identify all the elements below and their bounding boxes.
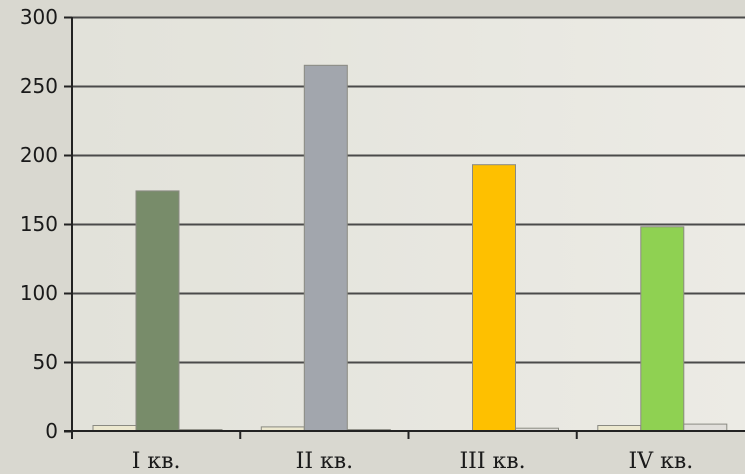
y-tick-label: 250: [20, 74, 58, 98]
x-category-label: IV кв.: [629, 449, 694, 474]
x-category-label: III кв.: [459, 449, 525, 474]
axes: [64, 16, 745, 439]
y-tick-label: 100: [20, 281, 58, 305]
y-tick-label: 300: [20, 5, 58, 29]
x-category-label: I кв.: [132, 449, 181, 474]
bar: [683, 423, 728, 432]
y-tick-label: 0: [45, 419, 58, 443]
y-tick-label: 200: [20, 143, 58, 167]
gridlines: [72, 16, 745, 364]
y-tick-label: 50: [33, 350, 58, 374]
y-tick-label: 150: [20, 212, 58, 236]
bar: [135, 190, 180, 432]
bars: [92, 64, 728, 432]
y-tick-labels: 0 50 100 150 200 250 300: [20, 5, 58, 443]
bar: [472, 164, 516, 432]
x-category-label: II кв.: [296, 449, 354, 474]
bar: [640, 226, 685, 432]
x-tick-labels: I кв. II кв. III кв. IV кв.: [132, 449, 694, 474]
bar: [303, 64, 348, 432]
